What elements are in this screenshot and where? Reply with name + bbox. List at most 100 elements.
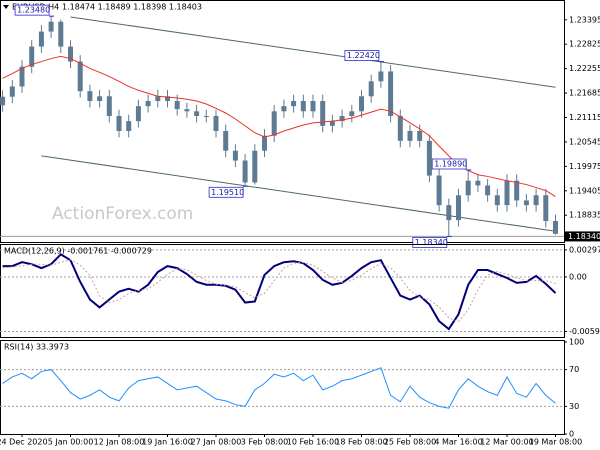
x-tick-label: 27 Jan 08:00 — [191, 438, 242, 447]
candle-body — [213, 116, 219, 131]
panel-frame — [0, 244, 565, 338]
candle-body — [232, 150, 238, 161]
x-tick-label: 10 Feb 16:00 — [287, 438, 339, 447]
candle-body — [320, 101, 326, 126]
candle-body — [543, 195, 549, 221]
annotation-label: 1.19510 — [211, 188, 244, 197]
x-tick-label: 4 Mar 16:00 — [434, 438, 482, 447]
candle-body — [446, 205, 452, 221]
y-tick-label: 1.18835 — [569, 211, 600, 220]
candle-body — [378, 71, 384, 82]
annotation-label: 1.19890 — [434, 160, 467, 169]
x-tick-label: 12 Jan 08:00 — [94, 438, 145, 447]
candle-body — [68, 46, 73, 62]
watermark: ActionForex.com — [52, 204, 193, 224]
candle-body — [9, 86, 15, 97]
panel-title: MACD(12,26,9) -0.001761 -0.000729 — [4, 247, 152, 256]
candle-body — [223, 131, 229, 151]
candle-body — [252, 150, 258, 183]
y-tick-label: 100 — [569, 338, 584, 347]
candle-body — [388, 71, 394, 116]
candle-body — [29, 46, 35, 67]
candle-body — [349, 111, 355, 116]
candle-body — [97, 96, 103, 101]
annotation-label: 1.22420 — [347, 51, 380, 60]
y-tick-label: 1.19405 — [569, 186, 600, 195]
candle-body — [533, 195, 539, 206]
trendline — [70, 16, 556, 88]
macd-line — [2, 253, 557, 331]
panel-title: RSI(14) 33.3973 — [4, 343, 69, 352]
panel-frame — [0, 0, 565, 243]
y-tick-label: 1.19975 — [569, 162, 600, 171]
candle-body — [271, 111, 277, 136]
x-tick-label: 18 Feb 08:00 — [335, 438, 387, 447]
y-tick-label: 0.002973 — [569, 245, 600, 254]
candle-body — [475, 180, 481, 186]
candle-body — [339, 116, 345, 122]
price-marker-box — [565, 231, 600, 242]
candle-body — [0, 96, 6, 106]
candle-body — [368, 81, 374, 97]
panel-frame — [0, 340, 565, 435]
candle-body — [494, 195, 500, 206]
candle-body — [262, 135, 267, 151]
menu-icon[interactable] — [3, 5, 9, 9]
annotation-box — [431, 158, 467, 170]
candle-body — [174, 101, 180, 110]
candle-body — [485, 185, 491, 196]
candle-body — [242, 160, 248, 183]
y-tick-label: 0 — [569, 430, 574, 439]
candle-body — [203, 116, 209, 117]
x-tick-label: 25 Feb 08:00 — [384, 438, 436, 447]
candle-body — [165, 96, 170, 101]
x-tick-label: 3 Feb 08:00 — [241, 438, 288, 447]
candle-body — [184, 109, 190, 112]
trendline — [41, 155, 556, 232]
candle-body — [145, 101, 151, 107]
x-tick-label: 19 Mar 08:00 — [529, 438, 582, 447]
candle-body — [194, 111, 200, 116]
candle-body — [417, 131, 423, 141]
candle-body — [281, 106, 287, 112]
candle-body — [553, 221, 558, 234]
candle-body — [465, 180, 471, 196]
x-tick-label: 19 Jan 16:00 — [142, 438, 193, 447]
candle-body — [514, 180, 520, 201]
candle-body — [300, 101, 306, 112]
candle-body — [58, 21, 64, 47]
candle-body — [426, 140, 432, 176]
candle-body — [77, 61, 83, 92]
candle-body — [135, 106, 141, 122]
candle-body — [359, 96, 364, 112]
y-tick-label: 0.00 — [569, 272, 587, 281]
y-tick-label: 1.22825 — [569, 40, 600, 49]
candle-body — [291, 101, 297, 107]
y-tick-label: 1.21685 — [569, 89, 600, 98]
candle-body — [436, 175, 442, 206]
annotation-box — [208, 186, 244, 198]
ohlc: 1.18474 1.18489 1.18398 1.18403 — [62, 3, 202, 12]
annotation-box — [14, 4, 50, 16]
candle-body — [523, 200, 529, 206]
annotation-label: 1.23480 — [17, 6, 50, 15]
annotation-box — [344, 50, 380, 61]
candle-body — [87, 91, 93, 101]
candle-body — [38, 31, 44, 47]
x-tick-label: 12 Mar 00:00 — [480, 438, 533, 447]
candle-body — [456, 195, 461, 221]
macd-line — [2, 259, 556, 323]
candle-body — [106, 96, 112, 116]
rsi-line — [2, 367, 556, 409]
candle-body — [126, 121, 132, 131]
y-tick-label: 1.20545 — [569, 137, 600, 146]
candle-body — [397, 116, 403, 141]
y-tick-label: 70 — [569, 365, 579, 374]
y-tick-label: -0.005996 — [569, 327, 600, 336]
candle-body — [407, 131, 413, 141]
x-tick-label: 5 Jan 00:00 — [48, 438, 94, 447]
y-tick-label: 1.23395 — [569, 15, 600, 24]
y-tick-label: 1.21115 — [569, 113, 600, 122]
